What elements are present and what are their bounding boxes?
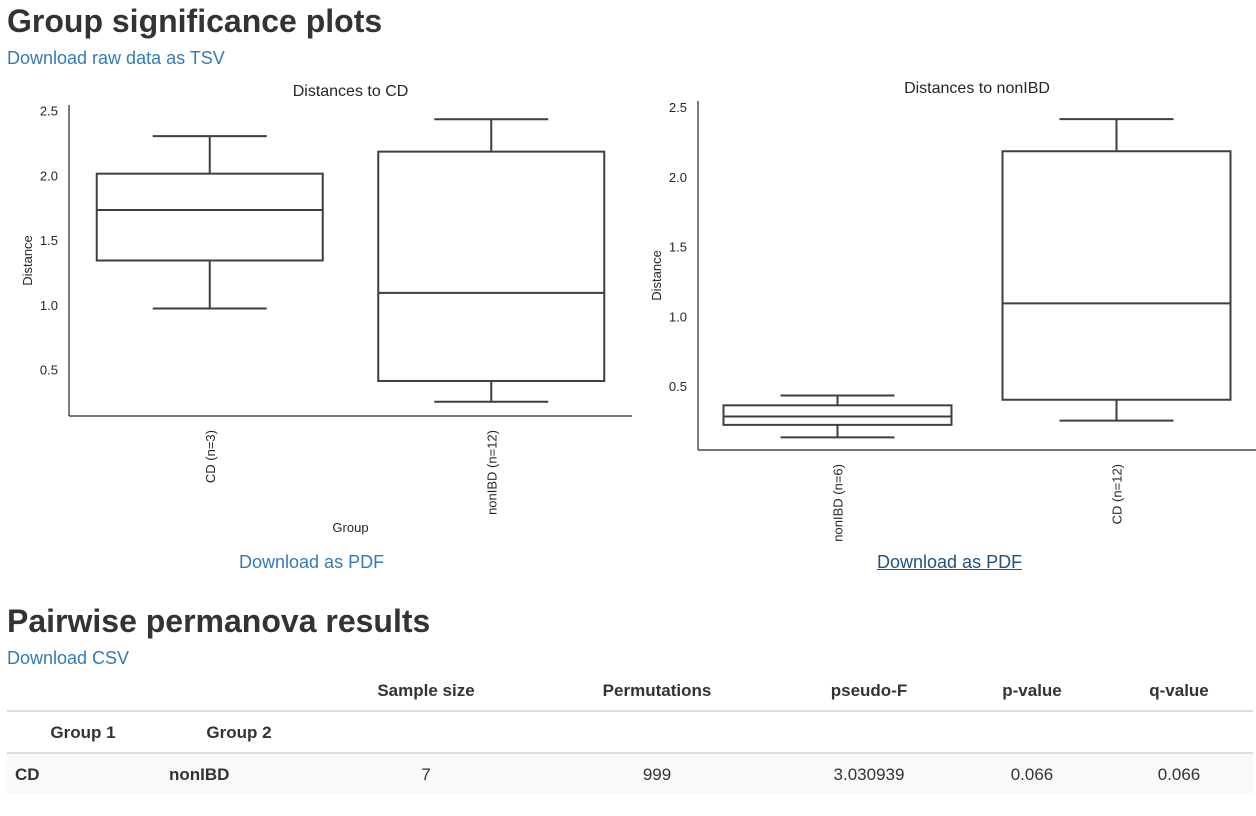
download-pdf-link-cd[interactable]: Download as PDF bbox=[239, 552, 385, 572]
box-iqr bbox=[722, 404, 953, 426]
table-row: CD nonIBD 7 999 3.030939 0.066 0.066 bbox=[7, 754, 1253, 794]
y-tick-label: 0.5 bbox=[669, 379, 687, 394]
y-tick-label: 0.5 bbox=[40, 363, 58, 378]
column-header-p-value: p-value bbox=[1002, 681, 1062, 700]
row-group1: CD bbox=[15, 765, 40, 784]
y-tick-label: 1.0 bbox=[669, 309, 687, 324]
y-tick-label: 2.0 bbox=[669, 170, 687, 185]
chart-title: Distances to CD bbox=[293, 83, 409, 100]
index-header-group2: Group 2 bbox=[206, 723, 272, 742]
x-axis-label: Group bbox=[332, 520, 368, 535]
section-title-group-significance: Group significance plots bbox=[7, 3, 383, 39]
y-axis-label: Distance bbox=[20, 235, 35, 286]
x-tick-label: nonIBD (n=6) bbox=[831, 464, 846, 542]
y-tick-label: 2.5 bbox=[669, 100, 687, 115]
y-tick-label: 2.5 bbox=[40, 103, 58, 118]
header-divider bbox=[7, 710, 1253, 712]
index-header-group1: Group 1 bbox=[50, 723, 116, 742]
chart-title: Distances to nonIBD bbox=[904, 80, 1050, 97]
cell-sample-size: 7 bbox=[421, 765, 431, 784]
column-header-q-value: q-value bbox=[1149, 681, 1209, 700]
x-tick-label: CD (n=3) bbox=[203, 430, 218, 483]
y-axis-label: Distance bbox=[649, 250, 664, 301]
box-iqr bbox=[95, 172, 324, 262]
download-raw-data-link[interactable]: Download raw data as TSV bbox=[7, 48, 225, 68]
cell-q-value: 0.066 bbox=[1157, 765, 1201, 784]
column-header-sample-size: Sample size bbox=[377, 681, 475, 700]
row-group2: nonIBD bbox=[169, 765, 230, 784]
column-header-permutations: Permutations bbox=[602, 681, 712, 700]
y-tick-label: 2.0 bbox=[40, 168, 58, 183]
y-tick-label: 1.0 bbox=[40, 298, 58, 313]
section-title-permanova: Pairwise permanova results bbox=[7, 603, 431, 639]
cell-pseudo-f: 3.030939 bbox=[833, 765, 905, 784]
boxplot-distances-to-nonibd: Distances to nonIBD 0.5 1.0 1.5 2.0 2.5 Distan… bbox=[649, 80, 1256, 542]
y-tick-label: 1.5 bbox=[40, 233, 58, 248]
box-iqr bbox=[377, 150, 606, 383]
download-csv-link[interactable]: Download CSV bbox=[7, 648, 130, 668]
boxplot-distances-to-cd: Distances to CD 0.5 1.0 1.5 2.0 2.5 Distance Gr… bbox=[20, 83, 632, 535]
x-tick-label: CD (n=12) bbox=[1110, 464, 1125, 524]
download-pdf-link-nonibd[interactable]: Download as PDF bbox=[877, 552, 1023, 572]
cell-permutations: 999 bbox=[642, 765, 672, 784]
column-header-pseudo-f: pseudo-F bbox=[830, 681, 908, 700]
box-iqr bbox=[1001, 150, 1232, 401]
y-tick-label: 1.5 bbox=[669, 240, 687, 255]
x-tick-label: nonIBD (n=12) bbox=[484, 430, 499, 515]
index-divider bbox=[7, 752, 1253, 754]
cell-p-value: 0.066 bbox=[1010, 765, 1054, 784]
